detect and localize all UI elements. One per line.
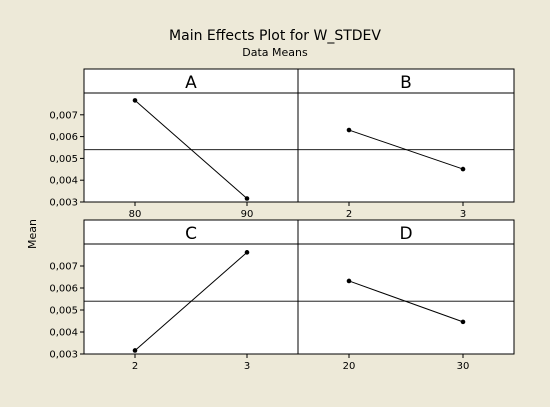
y-tick-label: 0,005 [49,154,78,165]
x-tick-label: 20 [343,361,356,372]
y-tick-label: 0,004 [49,176,78,187]
effect-line-d [348,280,464,323]
factor-label-a: A [185,73,197,93]
factor-label-d: D [399,224,412,244]
data-point [460,166,466,172]
x-tick-label: 3 [460,209,466,220]
y-tick-label: 0,003 [49,350,78,361]
x-tick-label: 90 [241,209,254,220]
data-point [244,250,250,255]
panel-frame [83,219,515,355]
x-tick-label: 2 [346,209,352,220]
x-tick-label: 80 [129,209,142,220]
x-tick-label: 3 [244,361,250,372]
data-point [346,127,352,133]
panel-row-bottom: 0,003 0,004 0,005 0,006 0,007 C 2 3 D 20 30 [49,219,515,372]
y-axis-label: Mean [26,219,39,249]
factor-label-c: C [185,224,197,244]
y-tick-label: 0,005 [49,306,78,317]
x-tick-label: 2 [132,361,138,372]
x-tick-label: 30 [457,361,470,372]
y-tick-label: 0,004 [49,328,78,339]
chart-subtitle: Data Means [242,46,308,59]
data-point [244,196,250,201]
y-tick-label: 0,003 [49,198,78,209]
y-tick-label: 0,006 [49,132,78,143]
data-point [132,348,138,353]
effect-line-a [134,100,248,199]
y-tick-label: 0,007 [49,110,78,121]
factor-label-b: B [400,73,412,93]
effect-line-b [348,129,464,170]
chart-title: Main Effects Plot for W_STDEV [169,28,381,44]
panel-row-top: 0,003 0,004 0,005 0,006 0,007 A 80 90 B 2 3 [49,68,515,220]
data-point [460,319,466,325]
y-tick-label: 0,006 [49,284,78,295]
panel-frame [83,68,515,203]
data-point [346,278,352,284]
data-point [132,98,138,103]
y-tick-label: 0,007 [49,262,78,273]
effect-line-c [134,251,248,351]
